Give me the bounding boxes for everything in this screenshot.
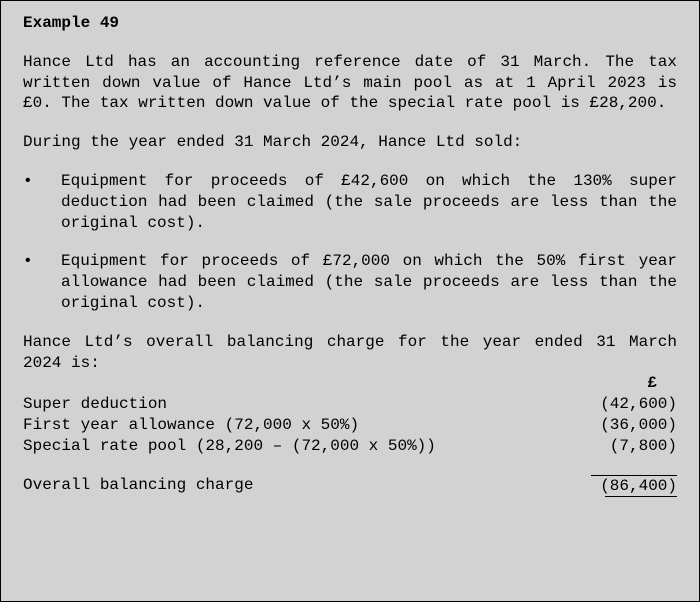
lead-sentence: During the year ended 31 March 2024, Han… [23,132,677,153]
row-amount: (7,800) [567,436,677,457]
calc-lead: Hance Ltd’s overall balancing charge for… [23,332,677,374]
bullet-icon: • [23,171,61,233]
total-amount: (86,400) [567,475,677,497]
total-label: Overall balancing charge [23,475,567,497]
intro-paragraph: Hance Ltd has an accounting reference da… [23,52,677,114]
calc-header: £ [23,373,677,394]
bullet-text: Equipment for proceeds of £42,600 on whi… [61,171,677,233]
list-item: • Equipment for proceeds of £42,600 on w… [23,171,677,233]
table-row: Super deduction (42,600) [23,394,677,415]
bullet-text: Equipment for proceeds of £72,000 on whi… [61,251,677,313]
row-label: Super deduction [23,394,567,415]
bullet-list: • Equipment for proceeds of £42,600 on w… [23,171,677,314]
example-box: Example 49 Hance Ltd has an accounting r… [0,0,700,602]
table-row: Special rate pool (28,200 – (72,000 x 50… [23,436,677,457]
row-label: First year allowance (72,000 x 50%) [23,415,567,436]
list-item: • Equipment for proceeds of £72,000 on w… [23,251,677,313]
bullet-icon: • [23,251,61,313]
row-amount: (42,600) [567,394,677,415]
table-row: First year allowance (72,000 x 50%) (36,… [23,415,677,436]
row-label: Special rate pool (28,200 – (72,000 x 50… [23,436,567,457]
total-row: Overall balancing charge (86,400) [23,475,677,497]
currency-header: £ [547,373,677,394]
example-title: Example 49 [23,13,677,34]
row-amount: (36,000) [567,415,677,436]
total-underline [23,496,677,518]
